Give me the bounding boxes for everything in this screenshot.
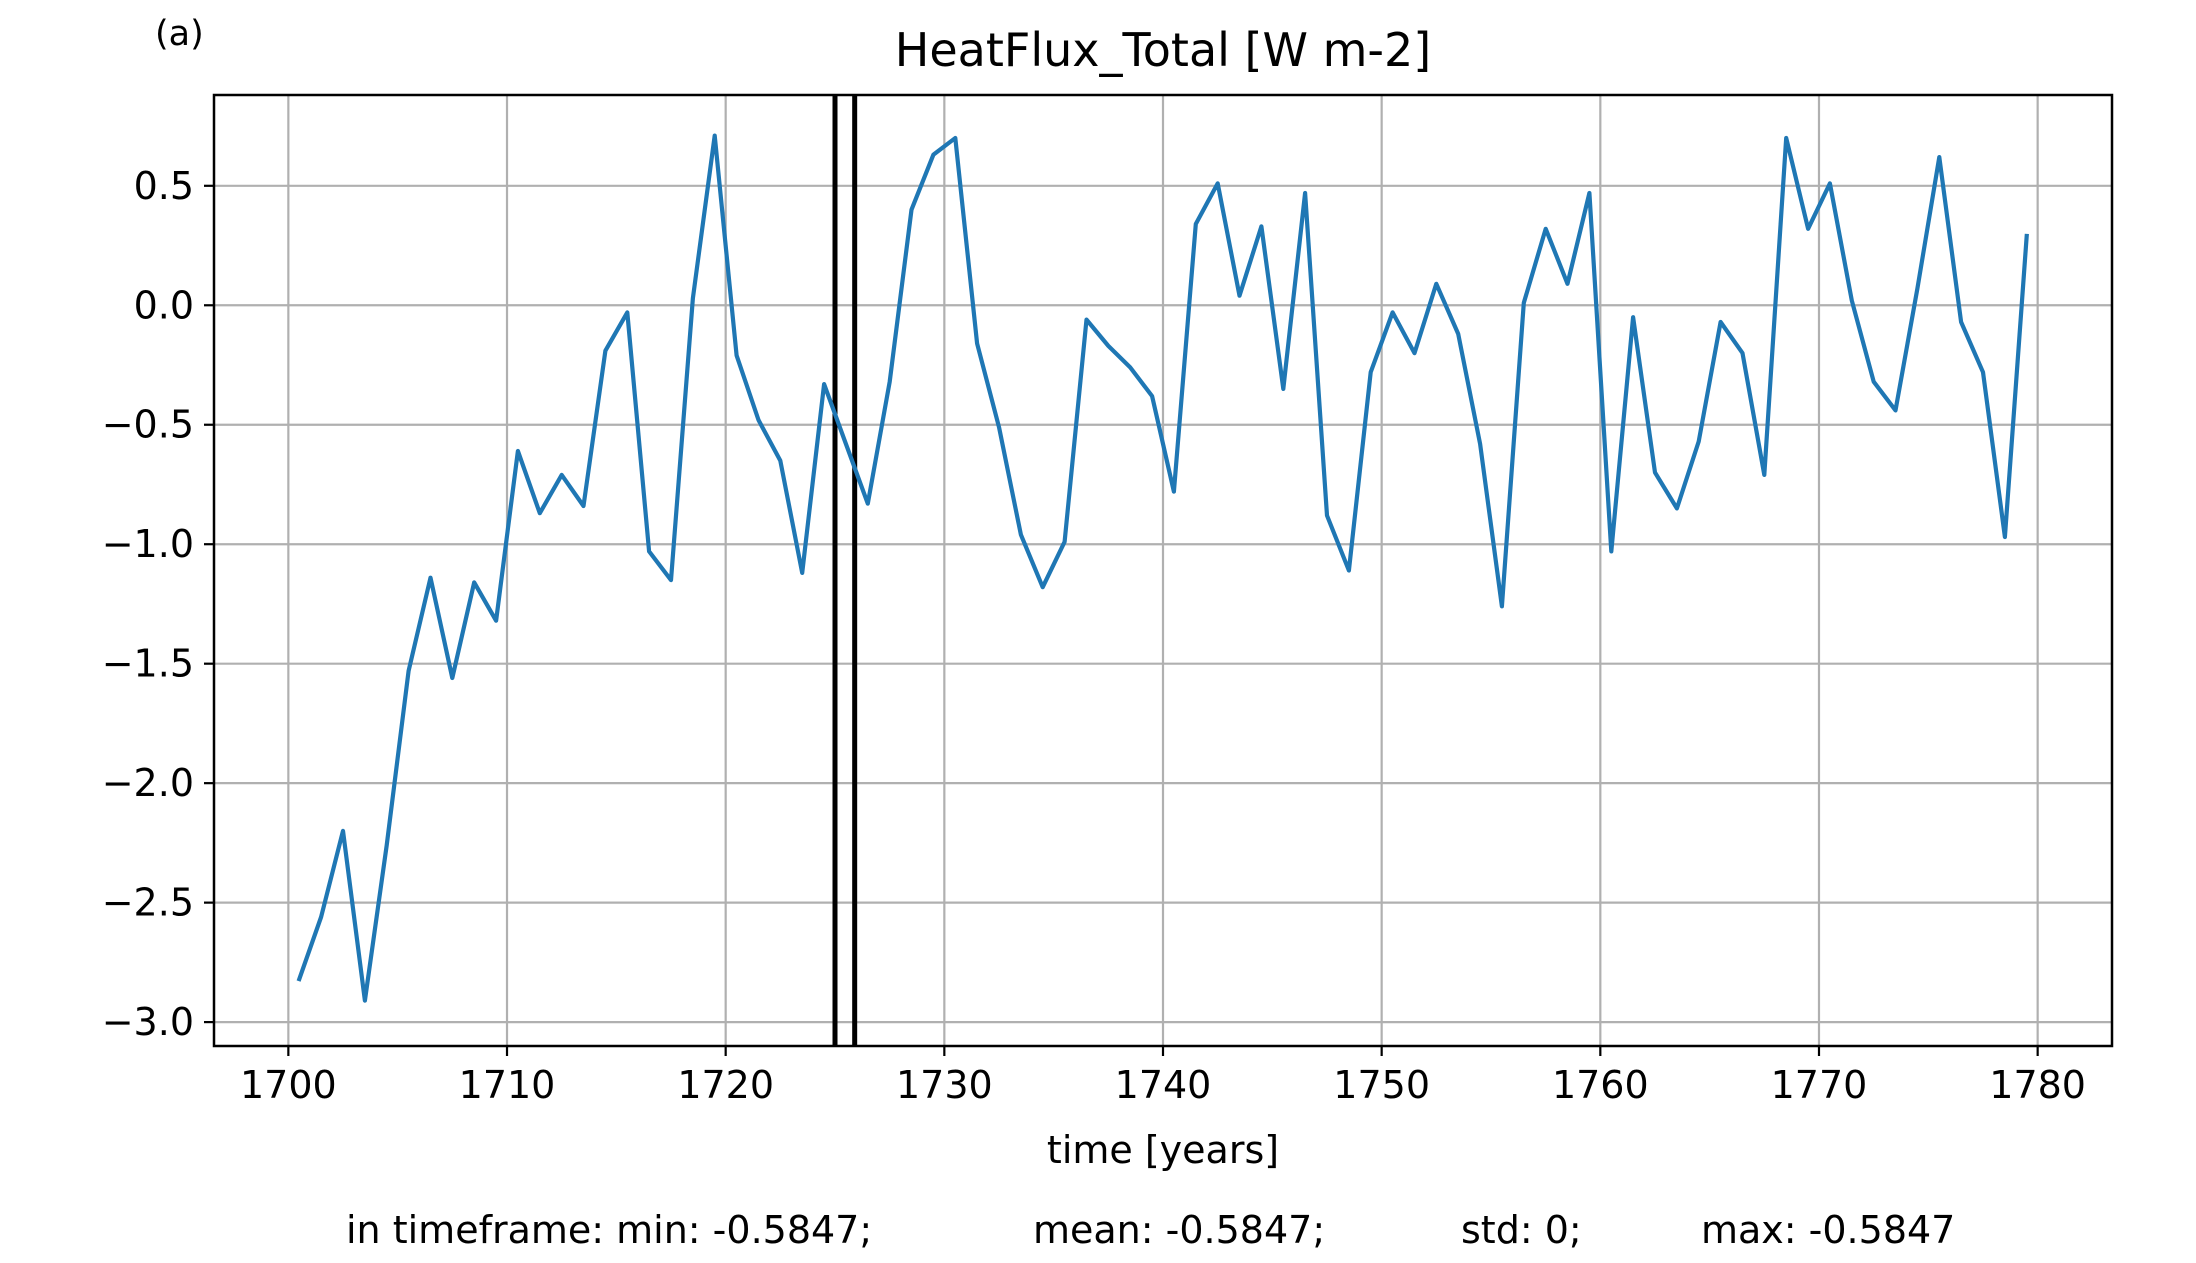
chart-title: HeatFlux_Total [W m-2] <box>895 23 1431 77</box>
x-tick-label: 1780 <box>1989 1063 2086 1107</box>
stat-mean: mean: -0.5847; <box>1033 1208 1326 1252</box>
y-tick-label: 0.5 <box>134 164 194 208</box>
series-layer <box>296 133 2029 1003</box>
stat-min: in timeframe: min: -0.5847; <box>346 1208 873 1252</box>
y-tick-label: −2.5 <box>102 881 194 925</box>
x-tick-label: 1740 <box>1115 1063 1212 1107</box>
x-tick-label: 1760 <box>1552 1063 1649 1107</box>
stat-max: max: -0.5847 <box>1701 1208 1956 1252</box>
panel-label: (a) <box>155 14 204 54</box>
x-tick-label: 1770 <box>1771 1063 1868 1107</box>
x-tick-label: 1710 <box>459 1063 556 1107</box>
x-axis-label: time [years] <box>1047 1128 1279 1172</box>
y-tick-label: −1.0 <box>102 522 194 566</box>
vertical-markers <box>832 95 858 1046</box>
stat-std: std: 0; <box>1461 1208 1582 1252</box>
x-tick-label: 1720 <box>677 1063 774 1107</box>
y-tick-label: 0.0 <box>134 283 194 327</box>
grid <box>214 95 2112 1046</box>
series-line <box>296 133 2029 1003</box>
y-tick-label: −3.0 <box>102 1000 194 1044</box>
y-tick-label: −0.5 <box>102 403 194 447</box>
x-tick-label: 1700 <box>240 1063 337 1107</box>
x-tick-label: 1730 <box>896 1063 993 1107</box>
axis-ticks: 1700 1710 1720 1730 1740 1750 1760 1770 1780 0.5 0… <box>102 164 2086 1107</box>
x-tick-label: 1750 <box>1333 1063 1430 1107</box>
y-tick-label: −2.0 <box>102 761 194 805</box>
y-tick-label: −1.5 <box>102 642 194 686</box>
